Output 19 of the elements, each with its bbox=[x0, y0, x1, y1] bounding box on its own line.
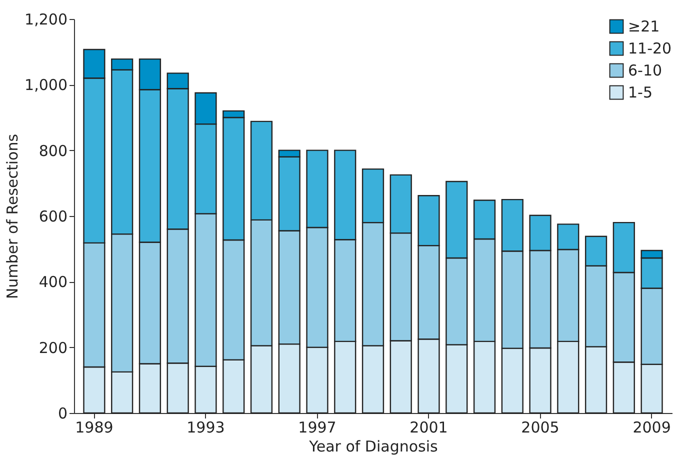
y-tick-label: 1,000 bbox=[24, 76, 68, 94]
y-tick-label: 800 bbox=[38, 142, 68, 160]
legend-label: 11-20 bbox=[628, 40, 672, 58]
x-tick-label: 2001 bbox=[410, 418, 448, 436]
y-tick-label: 400 bbox=[38, 273, 68, 292]
x-tick-label: 1997 bbox=[298, 418, 336, 436]
y-tick-label: 1,200 bbox=[24, 10, 68, 28]
y-tick-label: 0 bbox=[58, 404, 68, 422]
x-tick-label: 2009 bbox=[632, 418, 671, 436]
legend-label: ≥21 bbox=[628, 18, 660, 36]
legend-label: 6-10 bbox=[628, 62, 662, 80]
x-tick-label: 1989 bbox=[75, 418, 114, 436]
y-axis-title: Number of Resections bbox=[4, 134, 22, 300]
y-tick-label: 200 bbox=[38, 338, 68, 357]
x-tick-label: 1993 bbox=[186, 418, 225, 436]
legend-label: 1-5 bbox=[628, 84, 652, 102]
x-axis-title: Year of Diagnosis bbox=[308, 438, 438, 456]
x-tick-label: 2005 bbox=[521, 418, 560, 436]
y-tick-label: 600 bbox=[38, 208, 68, 226]
